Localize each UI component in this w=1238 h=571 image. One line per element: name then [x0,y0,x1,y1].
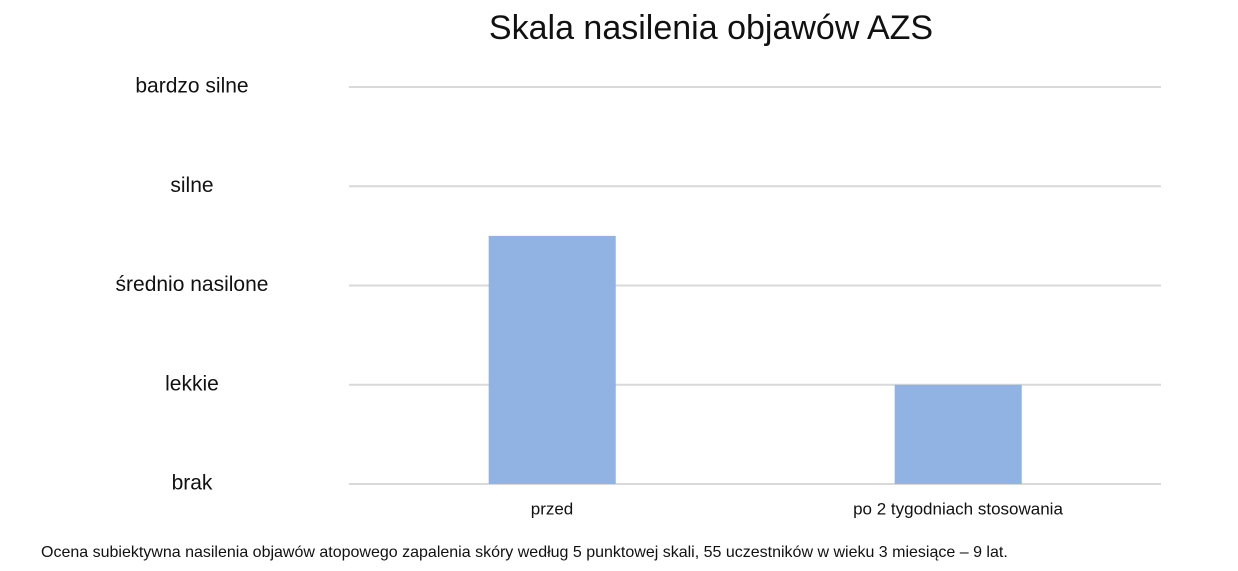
y-tick-label: brak [172,472,213,495]
chart-title: Skala nasilenia objawów AZS [489,9,933,47]
y-tick-label: bardzo silne [135,75,248,98]
bar [894,384,1022,484]
y-tick-label: lekkie [165,372,219,395]
x-tick-label: przed [531,499,574,518]
caption: Ocena subiektywna nasilenia objawów atop… [41,544,1008,561]
x-tick-label: po 2 tygodniach stosowania [853,499,1063,518]
y-tick-label: średnio nasilone [116,273,269,296]
y-tick-label: silne [170,174,213,197]
bar [488,235,616,484]
